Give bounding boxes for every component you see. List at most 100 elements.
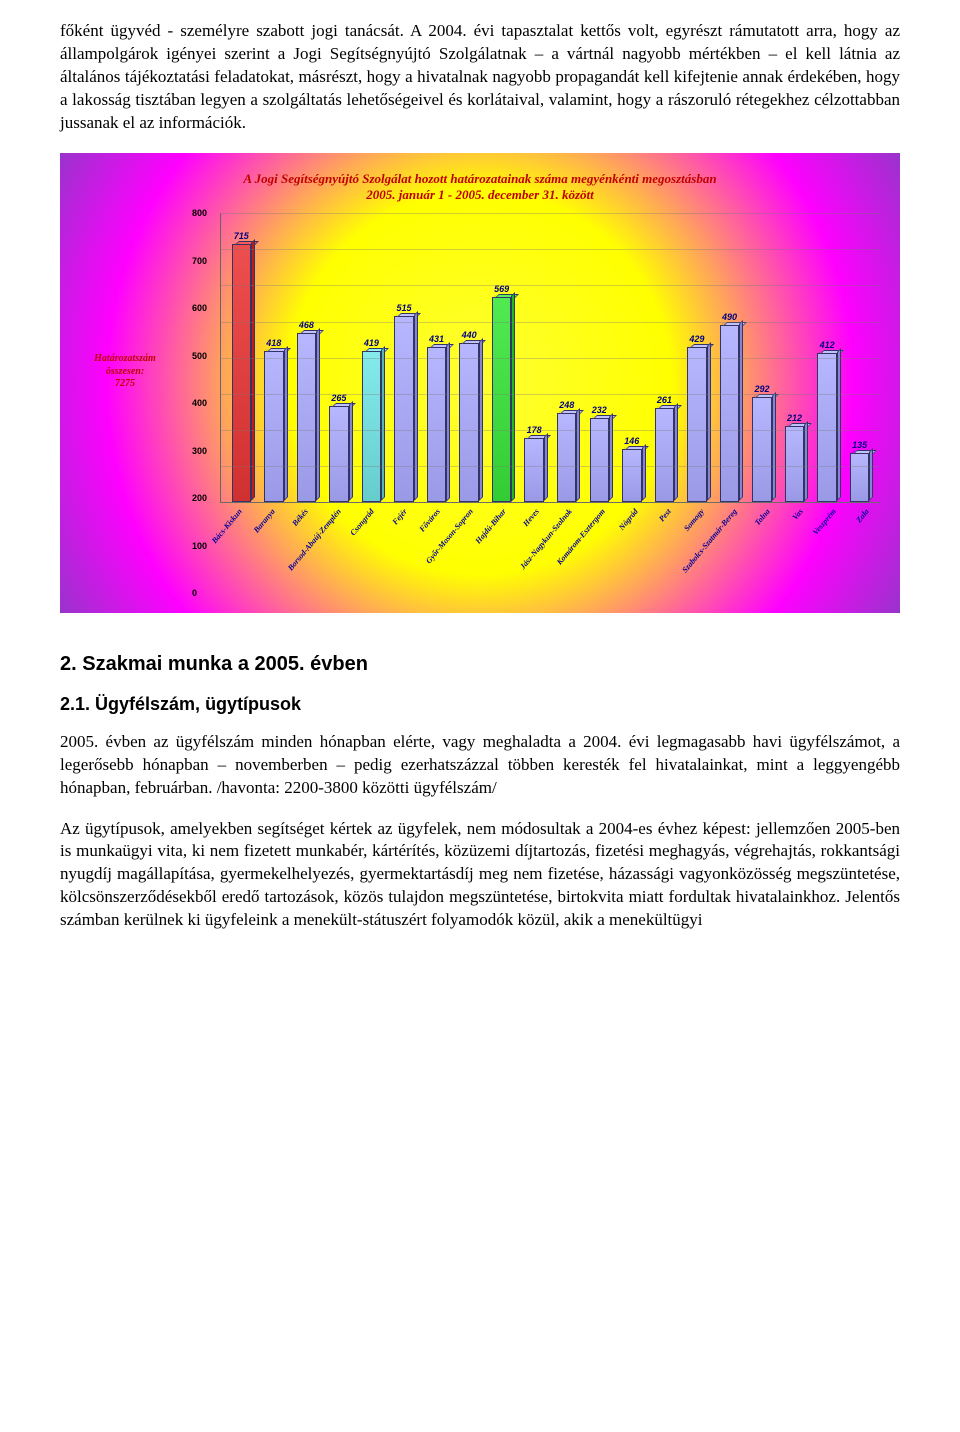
bar-3d-side [446,342,450,502]
bar-value-label: 248 [559,400,574,410]
gridline [221,322,880,323]
y-tick-label: 100 [192,541,207,551]
bar-value-label: 429 [689,334,704,344]
x-label-slot: Fejér [385,505,418,593]
bar-value-label: 515 [396,303,411,313]
chart-container: A Jogi Segítségnyújtó Szolgálat hozott h… [60,153,900,613]
x-label-slot: Győr-Moson-Sopron [451,505,484,593]
bar-value-label: 440 [462,330,477,340]
x-axis-label: Zala [854,507,871,524]
x-label-slot: Bács-Kiskun [220,505,253,593]
bar-value-label: 419 [364,338,379,348]
bar: 419 [362,351,382,502]
x-label-slot: Borsod-Abaúj-Zemplén [319,505,352,593]
gridline [221,358,880,359]
x-label-slot: Pest [649,505,682,593]
bar: 178 [524,438,544,502]
bar-value-label: 212 [787,413,802,423]
x-axis-label: Somogy [682,507,706,533]
gridline [221,430,880,431]
bar: 490 [720,325,740,502]
bar-3d-side [381,346,385,501]
bar-3d-side [772,392,776,501]
x-axis-label: Békés [290,507,309,528]
bar-value-label: 261 [657,395,672,405]
y-tick-label: 300 [192,446,207,456]
bar: 135 [850,453,870,502]
x-axis-label: Baranya [251,507,276,535]
bar: 431 [427,347,447,503]
bar: 146 [622,449,642,502]
gridline [221,249,880,250]
bar: 212 [785,426,805,503]
y-tick-label: 0 [192,588,197,598]
chart-left-panel: Határozatszám összesen: 7275 [70,213,190,593]
bar: 412 [817,353,837,502]
y-tick-label: 600 [192,303,207,313]
bar-3d-side [674,403,678,501]
gridline [221,213,880,214]
plot: 7154184682654195154314405691782482321462… [220,213,880,503]
bar-3d-side [316,328,320,501]
bar-3d-side [284,346,288,501]
bar-3d-side [804,421,808,502]
bar-3d-side [869,448,873,501]
x-label-slot: Veszprém [814,505,847,593]
bar-3d-side [739,320,743,501]
y-tick-label: 200 [192,493,207,503]
intro-paragraph: főként ügyvéd - személyre szabott jogi t… [60,20,900,135]
x-label-slot: Nógrád [616,505,649,593]
x-axis-label: Vas [790,507,804,522]
bar-3d-side [609,413,613,501]
total-label: Határozatszám összesen: 7275 [75,353,175,391]
paragraph-2: 2005. évben az ügyfélszám minden hónapba… [60,731,900,800]
bar-3d-side [511,292,515,502]
gridline [221,502,880,503]
bar-value-label: 135 [852,440,867,450]
x-label-slot: Hajdú-Bihar [484,505,517,593]
x-axis-label: Csongrád [348,507,375,537]
x-axis-label: Pest [657,507,673,523]
bar: 429 [687,347,707,502]
bar: 715 [232,244,252,502]
bar-3d-side [479,338,483,501]
subsection-heading: 2.1. Ügyfélszám, ügytípusok [60,694,900,715]
bar-3d-side [707,342,711,501]
bar-3d-side [642,444,646,501]
x-label-slot: Zala [847,505,880,593]
bar: 440 [459,343,479,502]
x-axis-labels: Bács-KiskunBaranya Békés Borsod-Abaúj-Zemp… [220,505,880,593]
x-axis-label: Bács-Kiskun [209,507,243,545]
chart-title-line1: A Jogi Segítségnyújtó Szolgálat hozott h… [243,171,716,186]
bar: 292 [752,397,772,502]
x-label-slot: Vas [781,505,814,593]
x-axis-label: Tolna [752,507,771,527]
y-tick-label: 800 [192,208,207,218]
bar-value-label: 292 [754,384,769,394]
chart-title-line2: 2005. január 1 - 2005. december 31. közö… [366,187,594,202]
bar: 515 [394,316,414,502]
chart-title: A Jogi Segítségnyújtó Szolgálat hozott h… [70,171,890,204]
bar: 248 [557,413,577,503]
y-tick-label: 700 [192,256,207,266]
chart-area: Határozatszám összesen: 7275 71541846826… [70,213,890,593]
x-label-slot: Baranya [253,505,286,593]
gridline [221,394,880,395]
x-axis-label: Főváros [417,507,441,534]
bar-value-label: 232 [592,405,607,415]
x-label-slot: Komárom-Esztergom [583,505,616,593]
x-axis-label: Veszprém [810,507,837,537]
bar-3d-side [837,348,841,501]
bar-value-label: 418 [266,338,281,348]
bar-value-label: 265 [331,393,346,403]
bar: 265 [329,406,349,502]
chart-plot-area: 7154184682654195154314405691782482321462… [190,213,890,593]
gridline [221,285,880,286]
y-tick-label: 500 [192,351,207,361]
bar-3d-side [414,311,418,501]
bar-value-label: 431 [429,334,444,344]
bar-3d-side [349,401,353,501]
section-heading: 2. Szakmai munka a 2005. évben [60,653,900,676]
total-label-text: Határozatszám összesen: [94,353,156,377]
bar-value-label: 146 [624,436,639,446]
